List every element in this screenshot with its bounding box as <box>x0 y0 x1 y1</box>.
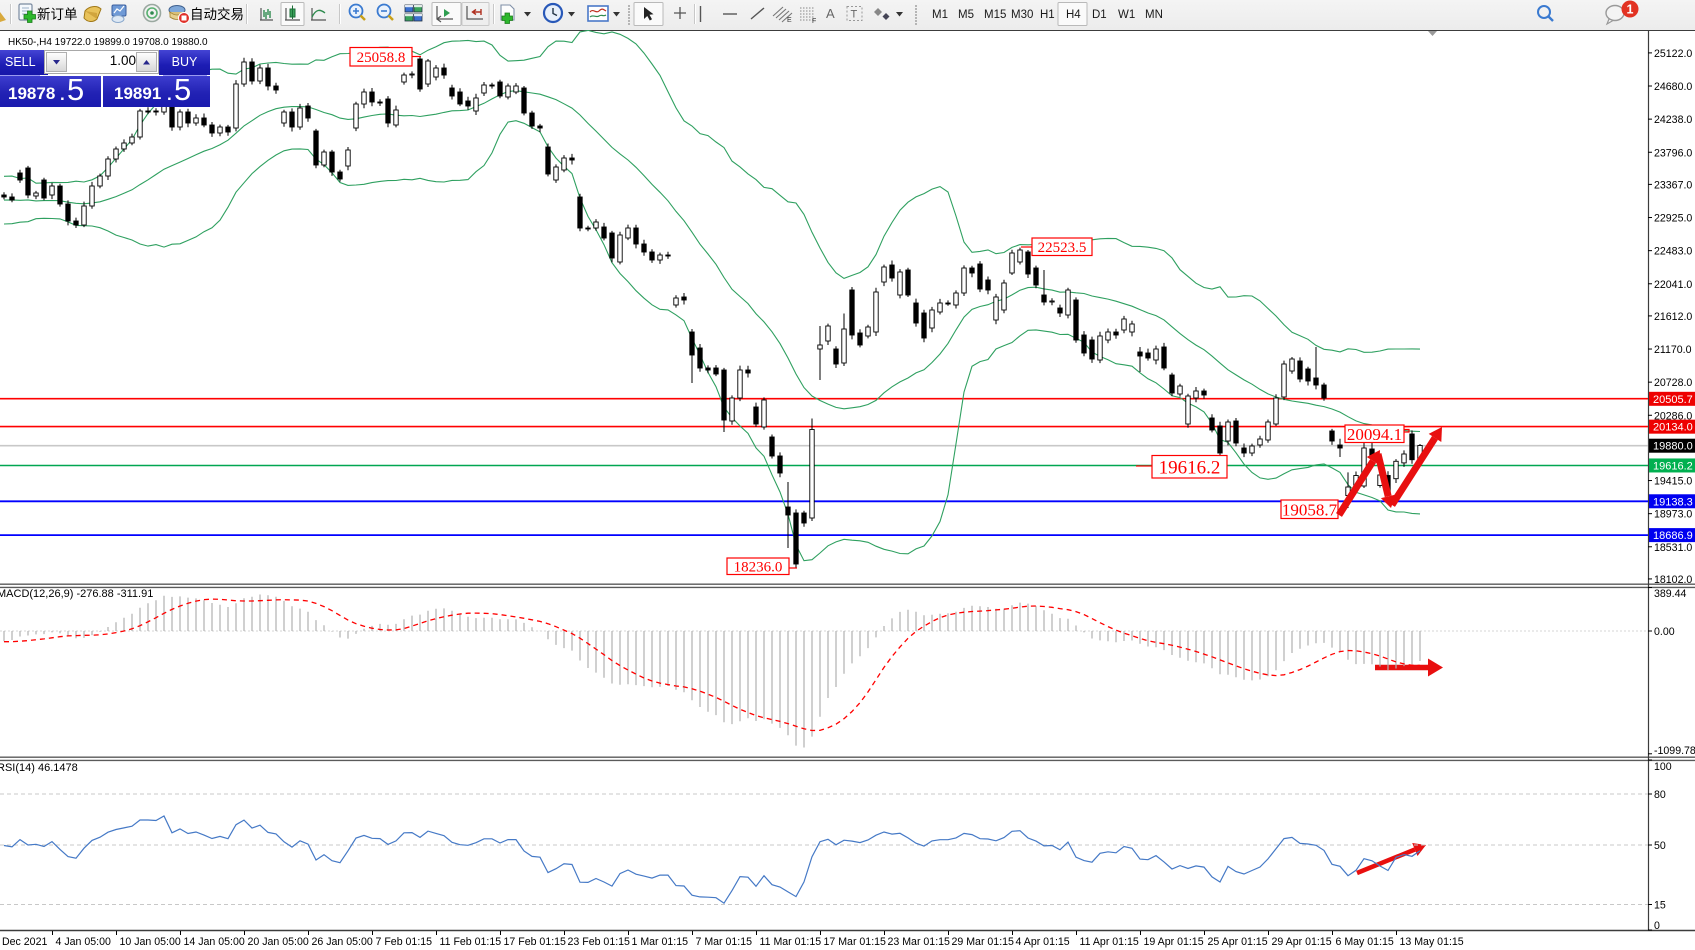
svg-text:M30: M30 <box>1011 9 1033 21</box>
svg-text:18102.0: 18102.0 <box>1654 574 1692 586</box>
svg-text:W1: W1 <box>1118 9 1135 21</box>
svg-text:18236.0: 18236.0 <box>734 560 783 576</box>
svg-text:-1099.78: -1099.78 <box>1654 745 1695 757</box>
svg-text:22483.0: 22483.0 <box>1654 246 1692 258</box>
svg-text:29 Mar 01:15: 29 Mar 01:15 <box>952 936 1015 948</box>
svg-text:19616.2: 19616.2 <box>1653 460 1693 472</box>
svg-text:M1: M1 <box>932 9 948 21</box>
svg-text:10 Jan 05:00: 10 Jan 05:00 <box>120 936 181 948</box>
svg-text:19880.0: 19880.0 <box>1653 441 1693 453</box>
svg-text:20 Jan 05:00: 20 Jan 05:00 <box>248 936 309 948</box>
svg-text:20728.0: 20728.0 <box>1654 377 1692 389</box>
svg-text:19058.7: 19058.7 <box>1282 500 1338 519</box>
svg-text:19415.0: 19415.0 <box>1654 476 1692 488</box>
svg-text:MACD(12,26,9) -276.88 -311.91: MACD(12,26,9) -276.88 -311.91 <box>0 588 153 600</box>
svg-text:RSI(14) 46.1478: RSI(14) 46.1478 <box>0 762 78 774</box>
svg-text:18973.0: 18973.0 <box>1654 509 1692 521</box>
svg-text:HK50-,H4 19722.0 19899.0 1970: HK50-,H4 19722.0 19899.0 19708.0 19880.0 <box>8 37 208 48</box>
svg-text:F: F <box>812 18 816 25</box>
svg-text:MN: MN <box>1145 9 1163 21</box>
svg-text:D1: D1 <box>1092 9 1107 21</box>
svg-text:20505.7: 20505.7 <box>1653 394 1693 406</box>
svg-text:20286.0: 20286.0 <box>1654 410 1692 422</box>
svg-text:19616.2: 19616.2 <box>1159 458 1221 479</box>
svg-text:24238.0: 24238.0 <box>1654 114 1692 126</box>
svg-text:4 Apr 01:15: 4 Apr 01:15 <box>1016 936 1070 948</box>
svg-text:H1: H1 <box>1040 9 1055 21</box>
svg-text:29 Apr 01:15: 29 Apr 01:15 <box>1272 936 1332 948</box>
svg-text:H4: H4 <box>1066 9 1081 21</box>
svg-text:19138.3: 19138.3 <box>1653 496 1693 508</box>
svg-text:11 Feb 01:15: 11 Feb 01:15 <box>440 936 502 948</box>
svg-text:17 Mar 01:15: 17 Mar 01:15 <box>824 936 887 948</box>
svg-text:T: T <box>851 9 858 21</box>
svg-text:0.00: 0.00 <box>1654 626 1675 638</box>
svg-text:26 Jan 05:00: 26 Jan 05:00 <box>312 936 373 948</box>
svg-text:389.44: 389.44 <box>1654 588 1687 600</box>
svg-text:7 Mar 01:15: 7 Mar 01:15 <box>696 936 753 948</box>
svg-text:21170.0: 21170.0 <box>1654 344 1692 356</box>
svg-text:22523.5: 22523.5 <box>1038 240 1087 256</box>
svg-text:Dec 2021: Dec 2021 <box>2 936 47 948</box>
svg-text:11 Mar 01:15: 11 Mar 01:15 <box>760 936 822 948</box>
svg-text:1: 1 <box>1627 3 1634 17</box>
svg-text:23796.0: 23796.0 <box>1654 147 1692 159</box>
svg-text:13 May 01:15: 13 May 01:15 <box>1400 936 1464 948</box>
svg-text:4 Jan 05:00: 4 Jan 05:00 <box>56 936 111 948</box>
svg-text:18531.0: 18531.0 <box>1654 542 1692 554</box>
svg-text:14 Jan 05:00: 14 Jan 05:00 <box>184 936 245 948</box>
svg-text:21612.0: 21612.0 <box>1654 311 1692 323</box>
svg-text:新订单: 新订单 <box>37 7 78 22</box>
svg-text:19 Apr 01:15: 19 Apr 01:15 <box>1144 936 1204 948</box>
svg-text:22925.0: 22925.0 <box>1654 213 1692 225</box>
svg-text:6 May 01:15: 6 May 01:15 <box>1336 936 1394 948</box>
svg-text:自动交易: 自动交易 <box>190 6 244 22</box>
svg-text:15: 15 <box>1654 900 1666 912</box>
svg-text:20094.1: 20094.1 <box>1347 425 1402 444</box>
svg-text:7 Feb 01:15: 7 Feb 01:15 <box>376 936 433 948</box>
svg-text:17 Feb 01:15: 17 Feb 01:15 <box>504 936 567 948</box>
svg-text:0: 0 <box>1654 920 1660 932</box>
svg-text:23367.0: 23367.0 <box>1654 179 1692 191</box>
svg-text:100: 100 <box>1654 761 1672 773</box>
svg-text:M5: M5 <box>958 9 974 21</box>
svg-text:E: E <box>787 17 792 24</box>
svg-text:11 Apr 01:15: 11 Apr 01:15 <box>1080 936 1139 948</box>
svg-text:50: 50 <box>1654 840 1666 852</box>
svg-text:25 Apr 01:15: 25 Apr 01:15 <box>1208 936 1268 948</box>
svg-text:18686.9: 18686.9 <box>1653 530 1693 542</box>
svg-text:20134.0: 20134.0 <box>1653 422 1693 434</box>
svg-text:80: 80 <box>1654 789 1666 801</box>
svg-text:24680.0: 24680.0 <box>1654 81 1692 93</box>
svg-text:25058.8: 25058.8 <box>357 50 406 66</box>
svg-text:23 Feb 01:15: 23 Feb 01:15 <box>568 936 631 948</box>
svg-text:M15: M15 <box>984 9 1006 21</box>
svg-text:25122.0: 25122.0 <box>1654 48 1692 60</box>
svg-text:1 Mar 01:15: 1 Mar 01:15 <box>632 936 689 948</box>
svg-text:22041.0: 22041.0 <box>1654 279 1692 291</box>
svg-text:23 Mar 01:15: 23 Mar 01:15 <box>888 936 951 948</box>
svg-text:A: A <box>826 6 835 21</box>
